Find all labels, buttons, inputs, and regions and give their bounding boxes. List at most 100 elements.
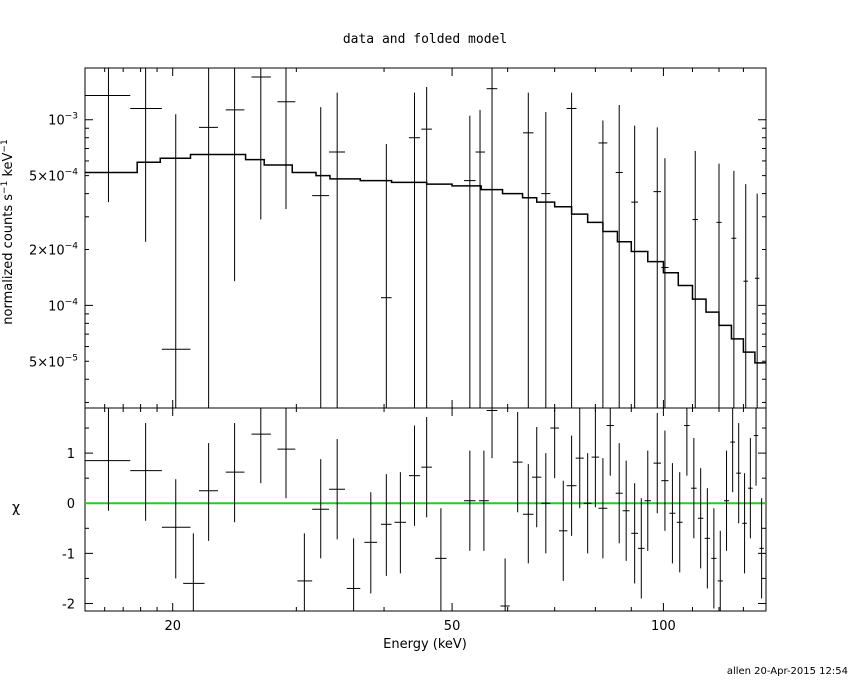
x-tick-label: 20 <box>164 619 181 634</box>
residual-point <box>478 450 489 551</box>
residual-point <box>711 508 717 609</box>
residual-point <box>753 408 759 486</box>
residual-point <box>408 425 420 526</box>
residual-point <box>661 430 669 531</box>
residual-point <box>500 558 510 611</box>
residual-point <box>748 438 753 539</box>
residual-point <box>486 408 498 459</box>
residual-point <box>566 435 577 536</box>
residual-point <box>130 423 162 521</box>
residual-point <box>183 533 205 611</box>
y-tick-label: -2 <box>62 597 75 612</box>
lower-panel: 20 50 100 1 0 -1 -2 <box>62 68 767 634</box>
residual-point <box>532 427 542 528</box>
upper-y-axis-label: normalized counts s−1 keV−1 <box>0 139 16 324</box>
y-tick-label: 5×10−5 <box>29 353 78 370</box>
upper-panel: 10−3 5×10−4 2×10−4 10−4 5×10−5 <box>29 67 767 409</box>
data-point <box>161 114 191 408</box>
residual-point <box>312 459 330 559</box>
residual-point <box>637 498 645 599</box>
data-point <box>653 127 661 408</box>
data-point <box>312 107 330 408</box>
data-point <box>486 68 498 408</box>
residual-point <box>297 533 313 611</box>
data-point <box>130 68 162 242</box>
y-tick-label: -1 <box>62 547 75 562</box>
residual-point <box>591 408 600 508</box>
residual-point <box>697 468 704 569</box>
data-point <box>85 68 131 203</box>
y-tick-label: 2×10−4 <box>29 241 78 258</box>
residual-point <box>575 408 584 509</box>
residual-point <box>615 443 623 544</box>
data-point <box>541 112 551 408</box>
residual-point <box>421 417 432 518</box>
residual-point <box>161 479 191 579</box>
residual-point <box>736 423 742 524</box>
data-point <box>475 109 485 408</box>
residual-point <box>631 483 638 584</box>
residual-point <box>364 492 378 594</box>
data-point <box>277 68 296 210</box>
x-tick-label: 100 <box>651 619 676 634</box>
residual-point <box>644 450 651 551</box>
residual-point <box>380 474 392 576</box>
residual-point <box>329 439 346 540</box>
data-point <box>631 125 638 408</box>
chart-title: data and folded model <box>343 32 507 47</box>
residual-point <box>742 473 747 574</box>
residual-point <box>653 413 661 514</box>
residual-point <box>622 460 630 561</box>
data-point <box>408 92 420 408</box>
residual-point <box>717 530 723 611</box>
x-tick-label: 50 <box>444 619 461 634</box>
residual-point <box>704 488 710 589</box>
residual-point <box>225 423 245 523</box>
y-tick-label: 0 <box>67 497 75 512</box>
x-axis-label: Energy (keV) <box>383 637 467 652</box>
residual-point <box>464 450 476 551</box>
residual-point <box>759 498 764 599</box>
data-point <box>225 68 245 282</box>
residual-point <box>558 480 568 581</box>
footer-stamp: allen 20-Apr-2015 12:54 <box>727 666 848 677</box>
data-point <box>598 120 608 408</box>
residual-point <box>435 508 447 611</box>
data-point <box>731 170 737 408</box>
lower-y-axis-label: χ <box>12 500 20 516</box>
residual-point <box>277 408 296 499</box>
data-point <box>329 92 346 408</box>
residual-point <box>541 453 551 554</box>
data-point <box>661 158 669 408</box>
residual-point <box>598 458 608 559</box>
model-curve <box>85 153 766 364</box>
residual-point <box>512 412 523 513</box>
residual-point <box>676 472 683 573</box>
residual-point <box>523 464 534 564</box>
residual-point <box>606 408 614 476</box>
residual-point <box>394 472 407 574</box>
residual-point <box>730 408 736 493</box>
y-tick-label: 10−4 <box>48 297 78 314</box>
residual-point <box>724 450 729 551</box>
y-tick-label: 10−3 <box>48 112 78 129</box>
data-point <box>464 115 476 408</box>
residual-point <box>198 443 218 541</box>
data-point <box>615 105 623 408</box>
residual-point <box>684 408 690 476</box>
residual-point <box>251 408 271 484</box>
data-point <box>743 184 749 408</box>
lower-frame <box>84 407 767 612</box>
residual-point <box>85 408 131 511</box>
data-point <box>566 92 577 408</box>
residual-point <box>669 463 676 564</box>
y-tick-label: 1 <box>67 447 75 462</box>
data-point <box>251 68 271 220</box>
y-tick-label: 5×10−4 <box>29 168 78 185</box>
data-point <box>198 68 218 408</box>
data-point <box>754 193 760 408</box>
residual-point <box>346 538 361 611</box>
data-point <box>421 87 432 408</box>
residual-point <box>691 438 697 539</box>
